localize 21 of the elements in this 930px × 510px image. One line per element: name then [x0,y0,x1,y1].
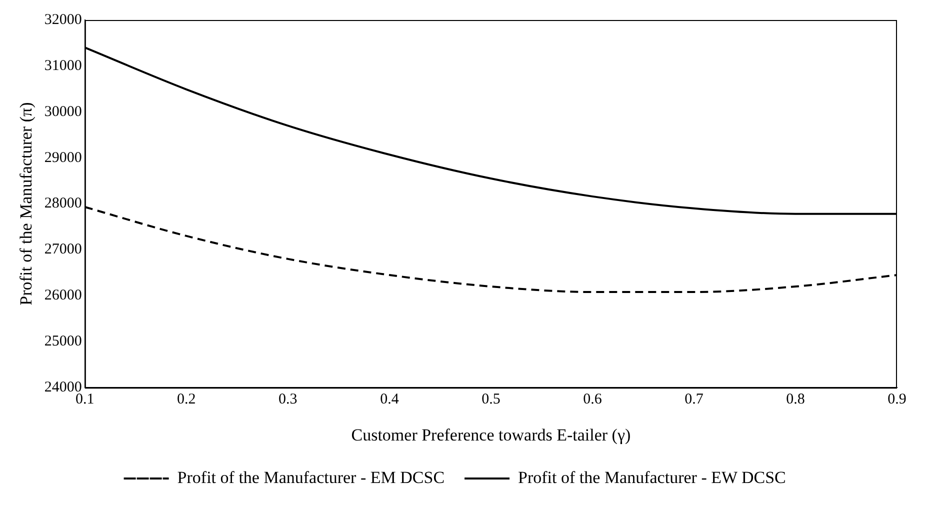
y-tick-label: 32000 [44,12,82,28]
x-tick-label: 0.1 [76,392,94,408]
legend-label: Profit of the Manufacturer - EW DCSC [518,468,786,487]
x-tick-label: 0.5 [482,392,500,408]
x-tick-label: 0.4 [380,392,400,408]
x-tick-label: 0.3 [278,392,298,408]
y-tick-label: 26000 [44,288,82,304]
x-tick-label: 0.6 [583,392,602,408]
x-tick-label: 0.9 [888,392,906,408]
y-tick-label: 27000 [44,242,82,258]
y-axis-title: Profit of the Manufacturer (π) [16,102,36,306]
legend-label: Profit of the Manufacturer - EM DCSC [177,468,445,487]
y-tick-label: 29000 [44,150,82,166]
x-tick-label: 0.8 [786,392,805,408]
x-axis-title: Customer Preference towards E-tailer (γ) [351,425,631,444]
x-tick-label: 0.7 [684,392,704,408]
y-tick-label: 28000 [44,196,82,212]
y-tick-label: 25000 [44,334,82,350]
y-tick-label: 30000 [44,104,82,120]
x-tick-label: 0.2 [177,392,196,408]
y-tick-label: 31000 [44,58,82,74]
